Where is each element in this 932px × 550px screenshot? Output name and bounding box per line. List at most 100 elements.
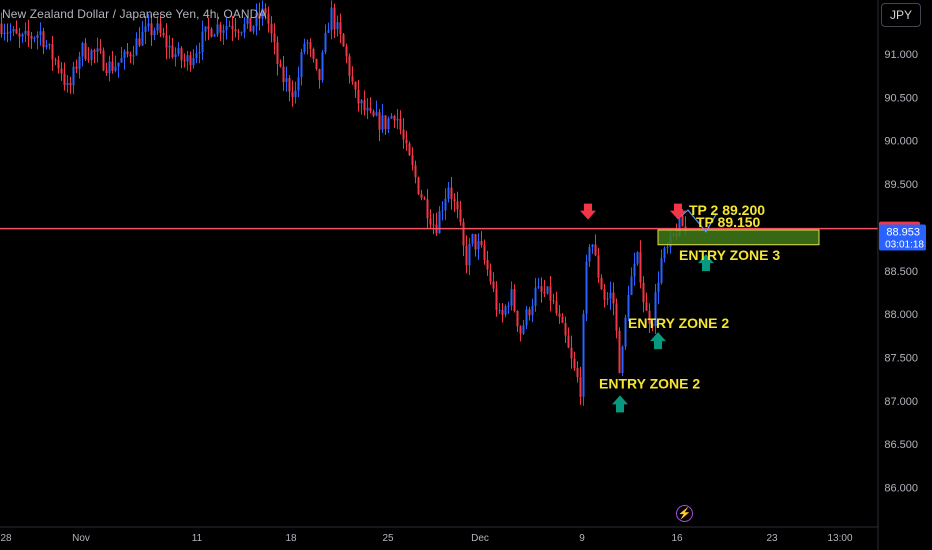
candle-body — [453, 199, 456, 202]
candle-body — [75, 66, 78, 69]
candle-body — [264, 8, 267, 14]
entry-zone-rectangle[interactable] — [657, 229, 820, 246]
candle-body — [531, 305, 534, 316]
candle-body — [468, 243, 471, 266]
candle-body — [231, 25, 234, 30]
candle-body — [150, 23, 153, 36]
candle-body — [549, 286, 552, 301]
price-tick-label: 89.500 — [884, 179, 918, 191]
time-tick-label: 28 — [0, 533, 12, 544]
current-price-badge — [879, 224, 926, 251]
candle-body — [426, 199, 429, 219]
candle-body — [48, 44, 51, 46]
candle-body — [111, 61, 114, 71]
symbol-title: New Zealand Dollar / Japanese Yen, 4h, O… — [2, 7, 267, 21]
candle-body — [375, 112, 378, 116]
candle-body — [345, 46, 348, 57]
candle-body — [630, 276, 633, 295]
candle-body — [90, 50, 93, 61]
lightning-icon[interactable]: ⚡ — [676, 505, 693, 522]
candle-body — [99, 48, 102, 51]
candle-body — [666, 246, 669, 249]
time-tick-label: Nov — [72, 533, 90, 544]
candle-body — [324, 32, 327, 53]
down-arrow-icon — [670, 203, 686, 220]
candle-body — [18, 33, 21, 37]
candle-body — [72, 66, 75, 86]
candle-body — [621, 346, 624, 374]
time-tick-label: 13:00 — [827, 533, 852, 544]
candle-body — [456, 201, 459, 210]
candle-body — [306, 42, 309, 44]
candle-body — [96, 48, 99, 52]
projection-path — [677, 209, 717, 233]
candle-body — [498, 310, 501, 312]
price-tick-label: 91.000 — [884, 49, 918, 61]
candle-body — [402, 129, 405, 140]
candle-body — [612, 292, 615, 304]
candle-body — [39, 31, 42, 35]
candle-body — [411, 155, 414, 166]
candle-body — [480, 240, 483, 246]
candle-body — [30, 36, 33, 39]
candle-body — [642, 282, 645, 303]
candle-body — [507, 305, 510, 307]
candle-body — [216, 24, 219, 35]
candle-body — [369, 107, 372, 112]
candle-body — [267, 13, 270, 24]
candle-body — [609, 292, 612, 299]
candle-body — [243, 23, 246, 33]
candle-body — [483, 245, 486, 261]
candle-body — [678, 215, 681, 237]
candle-body — [579, 377, 582, 397]
candle-body — [552, 300, 555, 302]
candle-body — [603, 289, 606, 300]
candle-body — [459, 209, 462, 223]
candle-body — [606, 298, 609, 300]
candle-body — [225, 25, 228, 31]
candle-body — [309, 42, 312, 49]
time-tick-label: Dec — [471, 533, 489, 544]
candle-body — [126, 51, 129, 55]
current-price-value: 88.953 — [886, 226, 920, 238]
candle-body — [438, 211, 441, 234]
currency-button[interactable]: JPY — [881, 3, 921, 27]
candle-body — [363, 100, 366, 111]
candle-body — [9, 31, 12, 33]
candle-body — [528, 309, 531, 316]
candle-body — [624, 317, 627, 347]
candle-body — [294, 90, 297, 98]
candle-body — [543, 291, 546, 294]
candle-body — [447, 187, 450, 199]
candle-body — [45, 45, 48, 48]
candle-body — [570, 347, 573, 359]
candle-body — [657, 282, 660, 293]
candle-body — [501, 310, 504, 315]
candle-body — [234, 29, 237, 32]
candle-body — [210, 28, 213, 37]
candle-body — [156, 23, 159, 31]
candle-body — [681, 215, 684, 227]
candle-body — [297, 77, 300, 91]
candle-body — [141, 31, 144, 46]
price-tick-label: 88.000 — [884, 309, 918, 321]
time-tick-label: 23 — [766, 533, 778, 544]
candle-body — [648, 310, 651, 324]
candles-group — [0, 0, 687, 406]
candle-body — [66, 82, 69, 86]
candle-body — [465, 245, 468, 266]
candle-body — [180, 48, 183, 61]
candle-body — [270, 23, 273, 34]
candle-body — [444, 198, 447, 211]
candle-body — [174, 54, 177, 58]
candle-body — [333, 7, 336, 30]
candle-body — [27, 30, 30, 37]
candle-body — [546, 286, 549, 294]
candle-body — [396, 118, 399, 121]
candle-body — [441, 210, 444, 212]
candle-body — [171, 45, 174, 58]
candle-body — [636, 252, 639, 264]
candle-body — [663, 248, 666, 259]
annotation-label: TP 89.150 — [696, 214, 761, 230]
